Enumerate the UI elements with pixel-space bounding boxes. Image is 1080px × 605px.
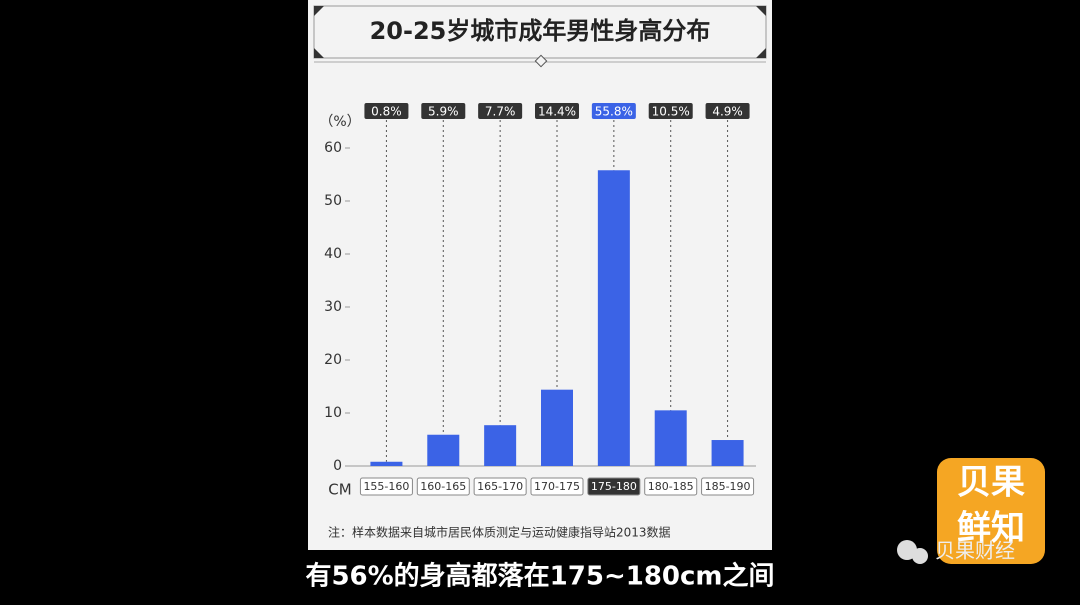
value-label: 5.9%: [428, 105, 459, 119]
value-label: 4.9%: [712, 105, 743, 119]
y-tick-label: 30: [324, 299, 342, 315]
value-label: 10.5%: [652, 105, 690, 119]
label-box: [478, 103, 523, 119]
panel: [308, 0, 772, 550]
category-box: [416, 477, 470, 496]
x-tick-label: 160-165: [420, 480, 466, 493]
x-unit: CM: [328, 481, 351, 499]
logo-text: 贝果: [957, 463, 1025, 503]
label-box: [648, 103, 693, 119]
y-tick-label: 40: [324, 246, 342, 262]
bar: [597, 170, 630, 466]
bar: [541, 389, 573, 466]
category-box: [644, 477, 698, 496]
chart-title: 20-25岁城市成年男性身高分布: [370, 17, 711, 45]
x-tick-label: 185-190: [705, 480, 751, 493]
note: 注：样本数据来自城市居民体质测定与运动健康指导站2013数据: [328, 525, 671, 540]
y-tick-label: 0: [333, 458, 342, 474]
bar: [427, 434, 460, 466]
logo-text: 鲜知: [957, 509, 1025, 549]
category-box: [530, 477, 584, 496]
y-tick-label: 50: [324, 193, 342, 209]
value-label: 7.7%: [485, 105, 516, 119]
y-unit: （%）: [319, 114, 360, 130]
bar: [370, 461, 403, 466]
bar: [654, 410, 687, 466]
logo: [937, 458, 1045, 564]
plot: 0 10 20 30 40 50 60 0.8% 155-160 5.9% 160-165 7.7% 1…: [324, 103, 756, 496]
bar: [711, 440, 744, 466]
label-box: [591, 103, 636, 119]
x-tick-label: 155-160: [363, 480, 409, 493]
y-tick-label: 60: [324, 140, 342, 156]
label-box: [705, 103, 750, 119]
wechat-icon: [912, 548, 928, 564]
wechat-icon: [897, 540, 917, 560]
divider-diamond: [534, 54, 548, 68]
label-box: [421, 103, 466, 119]
y-tick-label: 20: [324, 352, 342, 368]
value-label: 55.8%: [595, 105, 633, 119]
label-box: [535, 103, 579, 119]
category-box: [359, 477, 413, 496]
category-box: [587, 477, 641, 496]
y-tick-label: 10: [324, 405, 342, 421]
category-box: [473, 477, 527, 496]
bar: [484, 425, 517, 466]
x-tick-label: 170-175: [534, 480, 580, 493]
value-label: 14.4%: [538, 105, 576, 119]
caption: 有56%的身高都落在175~180cm之间: [305, 561, 774, 592]
category-box: [701, 477, 755, 496]
watermark: 贝果财经: [935, 539, 1015, 563]
x-tick-label: 180-185: [648, 480, 694, 493]
value-label: 0.8%: [371, 105, 402, 119]
x-tick-label: 175-180: [591, 480, 637, 493]
label-box: [364, 103, 409, 119]
x-tick-label: 165-170: [477, 480, 523, 493]
